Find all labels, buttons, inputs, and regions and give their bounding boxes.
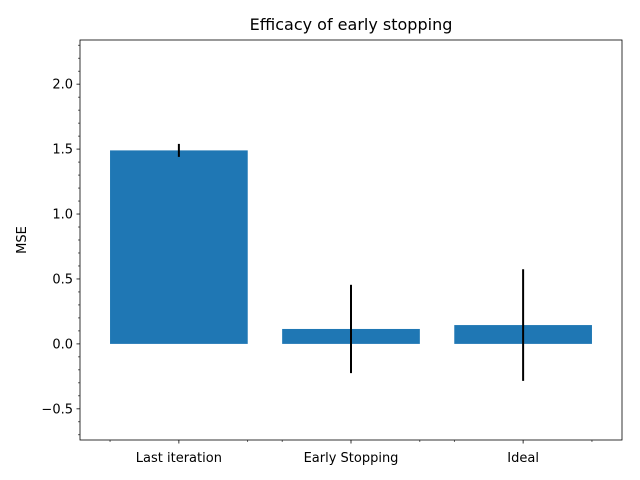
y-tick-label: 1.0 — [52, 208, 73, 223]
bars-layer — [110, 150, 592, 344]
x-ticks-layer: Last iteration Early Stopping Ideal — [109, 440, 593, 466]
bar-0 — [110, 150, 248, 344]
error-bars-layer — [177, 143, 525, 381]
y-axis-title: MSE — [15, 226, 30, 254]
y-tick-label: 1.5 — [52, 143, 73, 158]
x-tick-label: Last iteration — [136, 451, 222, 466]
y-tick-label: 0.5 — [52, 272, 73, 287]
y-tick-label: 2.0 — [52, 78, 73, 93]
y-tick-label: 0.0 — [52, 337, 73, 352]
y-ticks-layer: −0.5 0.0 0.5 1.0 1.5 2.0 — [41, 44, 80, 436]
chart-title: Efficacy of early stopping — [250, 15, 453, 34]
x-tick-label: Early Stopping — [304, 451, 399, 466]
x-tick-label: Ideal — [507, 451, 539, 466]
y-tick-label: −0.5 — [41, 402, 73, 417]
